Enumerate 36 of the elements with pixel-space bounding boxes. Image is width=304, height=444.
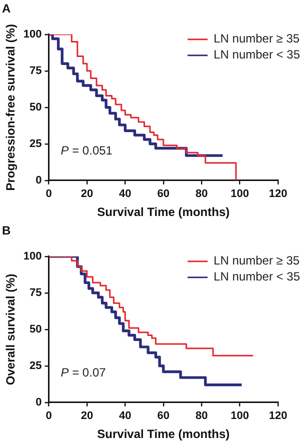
- chart-title: A: [2, 2, 11, 16]
- y-axis-title: Overall survival (%): [4, 274, 18, 386]
- y-tick-label: 25: [30, 138, 42, 150]
- chart-title: B: [2, 224, 11, 238]
- x-tick-label: 40: [119, 188, 132, 200]
- x-tick-label: 100: [230, 188, 249, 200]
- x-axis-title: Survival Time (months): [97, 205, 230, 220]
- y-tick-label: 100: [23, 28, 42, 40]
- x-tick-label: 100: [230, 410, 249, 422]
- x-tick-label: 40: [119, 410, 132, 422]
- x-tick-label: 60: [157, 188, 170, 200]
- x-tick-label: 0: [46, 188, 52, 200]
- y-tick-label: 75: [30, 286, 42, 299]
- annotation: P = 0.07: [60, 366, 106, 380]
- annotation: P = 0.051: [60, 144, 113, 158]
- y-tick-label: 0: [36, 396, 42, 408]
- x-axis-title: Survival Time (months): [97, 427, 230, 442]
- y-tick-label: 25: [30, 360, 42, 372]
- x-tick-label: 60: [157, 410, 170, 422]
- y-tick-label: 0: [36, 174, 42, 186]
- y-tick-label: 50: [30, 323, 42, 336]
- x-tick-label: 120: [268, 188, 288, 200]
- y-tick-label: 75: [30, 64, 42, 77]
- x-tick-label: 20: [80, 188, 94, 200]
- y-axis-title: Progression-free survival (%): [4, 24, 18, 191]
- x-tick-label: 80: [195, 410, 208, 422]
- legend-label: LN number ≥ 35: [214, 254, 300, 268]
- legend-label: LN number < 35: [214, 48, 300, 62]
- legend-label: LN number < 35: [214, 270, 300, 284]
- x-tick-label: 80: [195, 188, 208, 200]
- x-tick-label: 0: [46, 410, 52, 422]
- x-tick-label: 120: [268, 410, 288, 422]
- y-tick-label: 100: [23, 250, 42, 262]
- x-tick-label: 20: [80, 410, 94, 422]
- legend-label: LN number ≥ 35: [214, 32, 300, 46]
- y-tick-label: 50: [30, 101, 42, 114]
